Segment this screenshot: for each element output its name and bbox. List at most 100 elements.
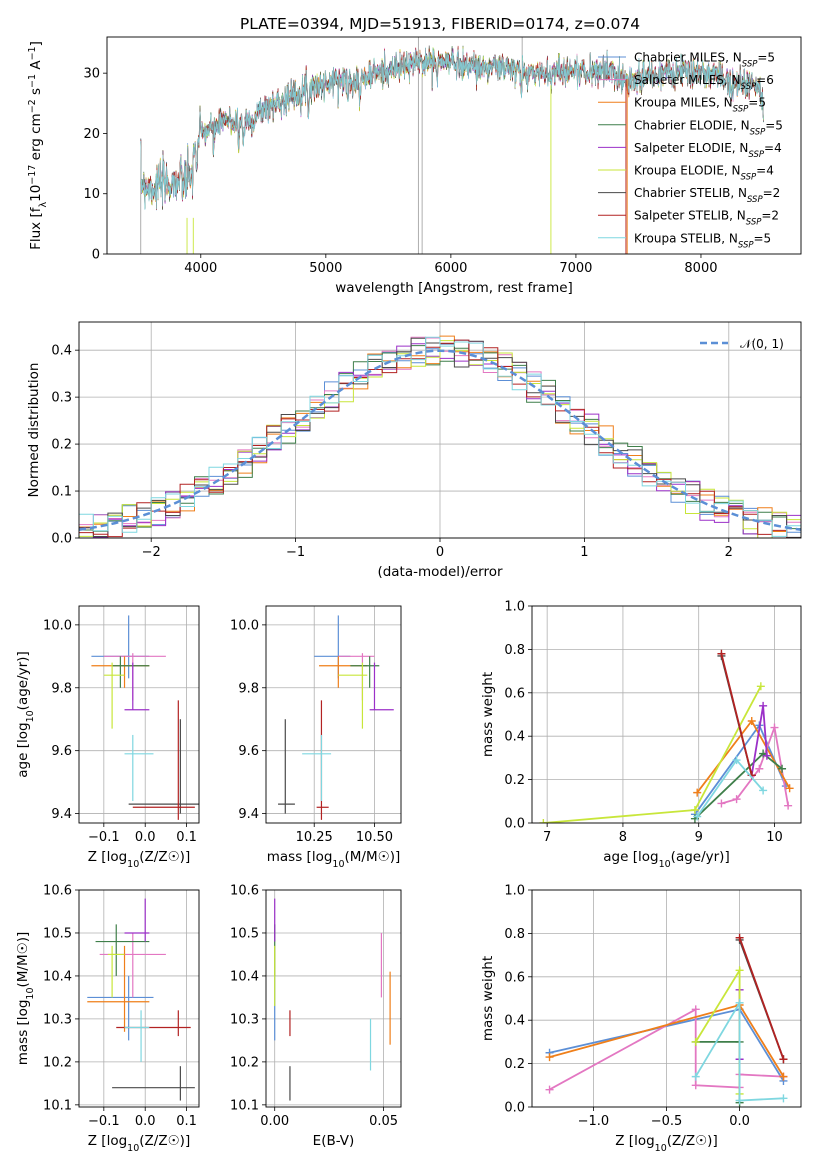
age_vs_Z-panel: −0.1 0.0 0.1 9.4 9.6 9.8 10.0 Z [log10(Z/Z☉)] ag… [15,605,200,870]
x-tick-label: 5000 [309,261,342,276]
x-axis-label: Z [log10(Z/Z☉)] [615,1133,717,1154]
y-tick-label: 10.4 [43,969,72,984]
age_vs_mass-plot-area [278,615,394,820]
y-tick-label: 0.0 [504,1101,525,1116]
legend-label: Salpeter MILES, NSSP=6 [634,73,774,92]
y-tick-label: 10.0 [230,618,259,633]
weight_vs_Z-panel: −1.0 −0.5 0.0 0.0 0.2 0.4 0.6 0.8 1.0 Z [log10(Z/… [480,884,802,1154]
weight-point-marker [735,966,744,975]
y-axis-label: mass [log10(M/M☉)] [15,932,36,1066]
y-tick-label: 10.2 [230,1055,259,1070]
errorbar-chabrier-stelib [128,719,199,814]
weight-point-marker [779,1072,788,1081]
x-tick-label: 1 [580,545,588,560]
y-tick-label: 10.6 [230,884,259,899]
x-tick-label: 0.05 [369,1114,398,1129]
mass_vs_Z-panel: −0.1 0.0 0.1 10.1 10.2 10.3 10.4 10.5 10.6 Z [log… [15,884,200,1154]
x-tick-label: 0 [436,545,444,560]
weight-series-kroupa-elodie [539,682,765,823]
weight-point-marker [717,649,726,658]
y-tick-label: 0.6 [504,970,525,985]
weight-point-marker [691,1005,700,1014]
weight-point-marker [691,1072,700,1081]
errorbar-kroupa-stelib [124,1010,150,1062]
weight-series-chabrier-elodie [690,749,787,823]
errorbar-kroupa-elodie [103,662,125,729]
x-axis-label: age [log10(age/yr)] [603,849,729,870]
normal-distribution-curve [79,349,801,532]
weight-line [694,999,784,1102]
errorbar-chabrier-stelib [112,1066,195,1101]
weight-point-marker [691,1081,700,1090]
mass_vs_Z-plot-area [87,898,195,1101]
weight-line [720,653,753,776]
age_vs_mass-panel: 10.25 10.50 9.4 9.6 9.8 10.0 mass [log10(M/M☉)… [230,605,402,870]
weight-point-marker [735,1096,744,1105]
y-tick-label: 10.1 [43,1098,72,1113]
x-tick-label: 0.00 [260,1114,289,1129]
errorbar-kroupa-stelib [124,734,154,801]
y-tick-label: 10.3 [43,1012,72,1027]
legend-label: Kroupa STELIB, NSSP=5 [634,231,771,250]
y-tick-label: 0.0 [504,817,525,832]
errorbar-salpeter-stelib [316,700,329,820]
x-axis-label: E(B-V) [313,1133,355,1149]
weight-series-kroupa-stelib [693,756,768,821]
errorbar-kroupa-miles [319,656,368,688]
y-tick-label: 10.5 [43,926,72,941]
y-tick-label: 1.0 [504,884,525,899]
residual_histogram-plot-area [79,335,801,538]
weight-point-marker [770,723,779,732]
weight-point-marker [693,812,702,821]
y-tick-label: 0.8 [504,643,525,658]
histogram-step-chabrier-elodie [79,345,801,535]
weight-series-kroupa-elodie [691,966,744,1098]
legend-label: Salpeter ELODIE, NSSP=4 [634,141,782,160]
mass_vs_ebv-panel: 0.00 0.05 10.1 10.2 10.3 10.4 10.5 10.6 E(B-V) [230,884,402,1149]
x-tick-label: 6000 [434,261,467,276]
errorbar-chabrier-stelib [278,719,295,814]
histogram-step-kroupa-elodie [79,340,801,538]
weight-series-kroupa-miles [693,717,794,797]
legend-label: Chabrier MILES, NSSP=5 [634,51,775,70]
weight_vs_Z-frame [531,889,802,1108]
y-axis-label: Flux [fλ10−17 erg cm−2 s−1 A−1] [27,41,49,250]
weight-point-marker [762,751,771,760]
errorbar-salpeter-stelib [132,700,195,820]
x-tick-label: 0.0 [135,830,156,845]
weight-line [549,1007,784,1091]
errorbar-salpeter-elodie [369,662,394,711]
legend-label-normal: 𝒩(0, 1) [740,337,784,351]
errorbar-kroupa-stelib [302,734,332,801]
x-tick-label: −0.1 [88,830,120,845]
errorbar-kroupa-elodie [338,662,368,729]
x-tick-label: 7 [543,830,551,845]
y-tick-label: 10.1 [230,1098,259,1113]
weight-line [694,967,741,1094]
errorbar-salpeter-elodie [124,898,150,942]
weight-point-marker [732,756,741,765]
spectrum-panel: 4000 5000 6000 7000 8000 0 10 20 30 wavelength [A… [27,36,802,296]
errorbar-salpeter-stelib [116,1010,191,1037]
legend-label: Chabrier ELODIE, NSSP=5 [634,118,783,137]
x-axis-label: Z [log10(Z/Z☉)] [88,1133,190,1154]
y-axis-label: mass weight [480,672,496,757]
x-tick-label: 10.25 [296,830,333,845]
weight-point-marker [545,1053,554,1062]
mass_vs_ebv-frame [265,889,402,1108]
x-tick-label: −2 [142,545,161,560]
weight-point-marker [759,786,768,795]
weight-point-marker [539,819,548,823]
x-axis-label: wavelength [Angstrom, rest frame] [335,280,573,296]
weight-line [543,685,762,823]
errorbar-kroupa-miles [87,945,150,1032]
x-tick-label: 2 [725,545,733,560]
y-tick-label: 30 [83,67,100,82]
residual_histogram-panel: −2 −1 0 1 2 0.0 0.1 0.2 0.3 0.4 (data-model)/error… [26,321,802,580]
weight-series-kroupa-stelib [691,998,788,1105]
errorbar-chabrier-elodie [95,924,150,976]
weight-point-marker [778,764,787,773]
y-tick-label: 10.3 [230,1012,259,1027]
legend-label: Salpeter STELIB, NSSP=2 [634,209,779,228]
y-axis-label: mass weight [480,956,496,1041]
